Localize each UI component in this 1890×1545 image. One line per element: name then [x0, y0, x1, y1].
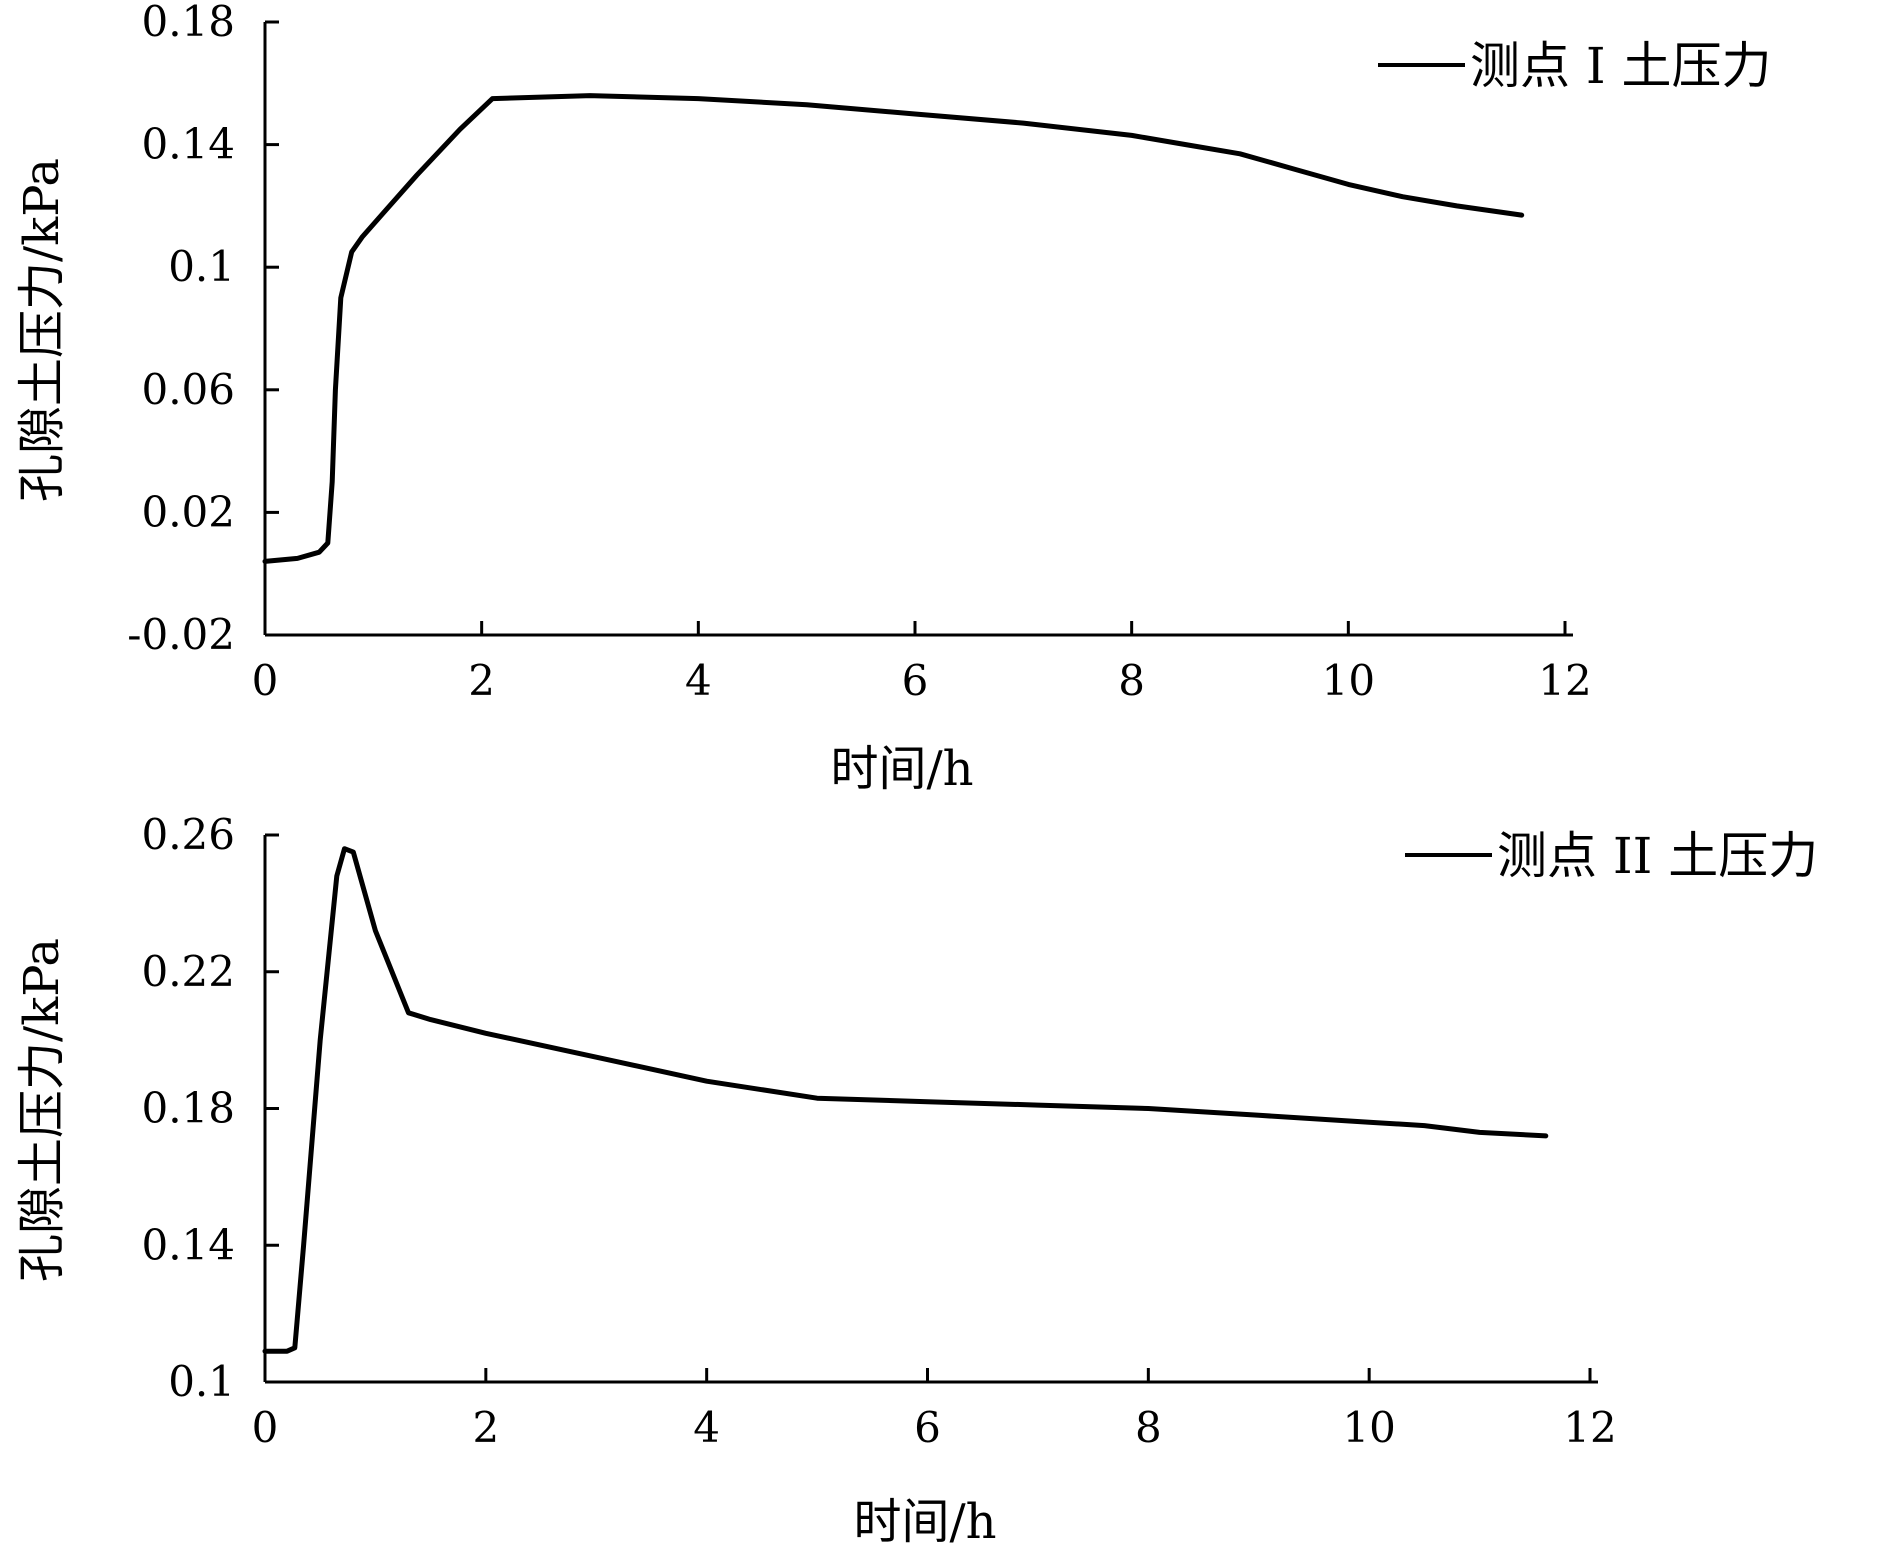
- y-tick-label: 0.14: [141, 120, 235, 169]
- y-tick-label: 0.1: [168, 242, 235, 291]
- x-tick-label: 2: [468, 656, 495, 705]
- y-tick-label: 0.18: [141, 0, 235, 46]
- y-ticks: -0.02 0.02 0.06 0.1 0.14 0.18: [127, 0, 279, 659]
- x-tick-label: 8: [1135, 1403, 1162, 1452]
- x-tick-label: 0: [252, 1403, 279, 1452]
- chart-top: -0.02 0.02 0.06 0.1 0.14 0.18 0 2 4 6 8 10 12 测点 I …: [14, 0, 1772, 797]
- x-tick-label: 8: [1118, 656, 1145, 705]
- x-tick-label: 4: [685, 656, 712, 705]
- legend-label: 测点 II 土压力: [1497, 827, 1818, 885]
- y-tick-label: 0.18: [141, 1084, 235, 1133]
- series-line-measure-point-2: [262, 846, 1549, 1354]
- x-tick-label: 6: [914, 1403, 941, 1452]
- legend: 测点 I 土压力: [1378, 37, 1772, 95]
- chart-bottom: 0.10.140.180.220.26 0 2 4 6 8 10 12 测点 II 土压力 …: [14, 810, 1818, 1545]
- x-tick-label: 10: [1342, 1403, 1395, 1452]
- y-ticks: 0.1 0.14 0.18 0.22 0.26: [141, 810, 279, 1406]
- x-axis-title: 时间/h: [853, 1494, 996, 1545]
- x-tick-label: 10: [1322, 656, 1375, 705]
- y-tick-label: 0.1: [168, 1357, 235, 1406]
- y-tick-label: -0.02: [127, 610, 235, 659]
- x-tick-label: 0: [252, 656, 279, 705]
- x-tick-label: 6: [902, 656, 929, 705]
- y-tick-label: 0.14: [141, 1220, 235, 1269]
- legend: 测点 II 土压力: [1405, 827, 1818, 885]
- x-tick-label: 12: [1538, 656, 1591, 705]
- legend-label: 测点 I 土压力: [1470, 37, 1772, 95]
- y-tick-label: 0.22: [141, 947, 235, 996]
- y-tick-label: 0.02: [141, 487, 235, 536]
- x-tick-label: 12: [1563, 1403, 1616, 1452]
- x-ticks: 0 2 4 6 8 10 12: [252, 1368, 1617, 1452]
- series-line-measure-point-1: [262, 93, 1525, 564]
- y-axis-title: 孔隙土压力/kPa: [14, 158, 70, 502]
- y-tick-label: 0.06: [141, 365, 235, 414]
- y-tick-label: 0.26: [141, 810, 235, 859]
- x-tick-label: 4: [693, 1403, 720, 1452]
- y-axis-title: 孔隙土压力/kPa: [14, 938, 70, 1282]
- x-ticks: 0 2 4 6 8 10 12: [252, 621, 1592, 705]
- x-axis-title: 时间/h: [830, 741, 973, 797]
- x-tick-label: 2: [472, 1403, 499, 1452]
